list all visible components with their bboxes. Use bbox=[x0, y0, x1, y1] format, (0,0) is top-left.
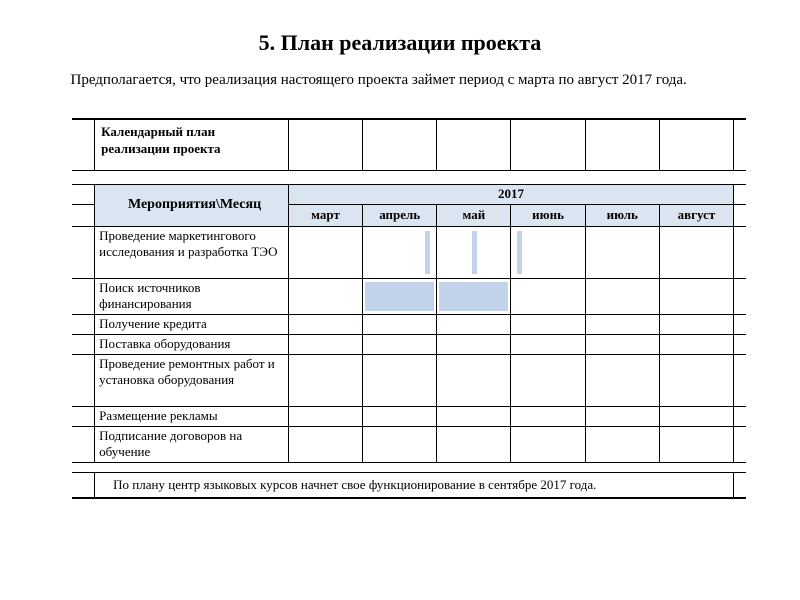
activity-label: Поставка оборудования bbox=[95, 334, 289, 354]
gantt-cell bbox=[288, 406, 362, 426]
gantt-cell bbox=[659, 354, 733, 406]
activity-label: Получение кредита bbox=[95, 314, 289, 334]
table-row: Проведение ремонтных работ и установка о… bbox=[72, 354, 746, 406]
gantt-cell bbox=[363, 334, 437, 354]
page-title: 5. План реализации проекта bbox=[48, 30, 752, 56]
month-header: март bbox=[288, 204, 362, 226]
gantt-cell bbox=[363, 314, 437, 334]
month-header: август bbox=[659, 204, 733, 226]
gantt-cell bbox=[288, 334, 362, 354]
month-header: май bbox=[437, 204, 511, 226]
gantt-bar bbox=[365, 282, 434, 311]
gantt-cell bbox=[511, 314, 585, 334]
gantt-bar bbox=[517, 231, 522, 274]
gantt-cell bbox=[659, 278, 733, 314]
month-header: апрель bbox=[363, 204, 437, 226]
gantt-cell bbox=[659, 314, 733, 334]
table-row: Подписание договоров на обучение bbox=[72, 426, 746, 462]
gantt-cell bbox=[585, 426, 659, 462]
gantt-cell bbox=[511, 426, 585, 462]
gantt-cell bbox=[585, 278, 659, 314]
gantt-cell bbox=[659, 426, 733, 462]
gantt-table: Календарный план реализации проекта Меро… bbox=[72, 118, 746, 499]
gantt-cell bbox=[437, 314, 511, 334]
gantt-cell bbox=[288, 278, 362, 314]
gantt-cell bbox=[585, 334, 659, 354]
gantt-cell bbox=[585, 226, 659, 278]
gantt-cell bbox=[511, 354, 585, 406]
gantt-cell bbox=[288, 354, 362, 406]
gantt-cell bbox=[585, 406, 659, 426]
activity-label: Проведение маркетингового исследования и… bbox=[95, 226, 289, 278]
table-row: Поставка оборудования bbox=[72, 334, 746, 354]
table-row: Размещение рекламы bbox=[72, 406, 746, 426]
gantt-cell bbox=[511, 406, 585, 426]
month-header: июнь bbox=[511, 204, 585, 226]
gantt-cell bbox=[363, 226, 437, 278]
gantt-cell bbox=[437, 334, 511, 354]
gantt-cell bbox=[288, 226, 362, 278]
gantt-cell bbox=[659, 334, 733, 354]
gantt-cell bbox=[363, 406, 437, 426]
gantt-cell bbox=[437, 226, 511, 278]
gantt-cell bbox=[437, 426, 511, 462]
activity-label: Поиск источников финансирования bbox=[95, 278, 289, 314]
gantt-cell bbox=[659, 226, 733, 278]
gantt-cell bbox=[288, 426, 362, 462]
table-footnote: По плану центр языковых курсов начнет св… bbox=[95, 472, 734, 497]
gantt-bar bbox=[425, 231, 430, 274]
gantt-cell bbox=[363, 278, 437, 314]
gantt-cell bbox=[363, 426, 437, 462]
gantt-cell bbox=[511, 334, 585, 354]
intro-text: Предполагается, что реализация настоящег… bbox=[48, 70, 752, 90]
activity-label: Размещение рекламы bbox=[95, 406, 289, 426]
month-header: июль bbox=[585, 204, 659, 226]
activity-label: Проведение ремонтных работ и установка о… bbox=[95, 354, 289, 406]
activity-header: Мероприятия\Месяц bbox=[95, 184, 289, 226]
gantt-cell bbox=[511, 226, 585, 278]
table-row: Получение кредита bbox=[72, 314, 746, 334]
table-row: Проведение маркетингового исследования и… bbox=[72, 226, 746, 278]
gantt-cell bbox=[437, 278, 511, 314]
gantt-cell bbox=[659, 406, 733, 426]
gantt-cell bbox=[585, 354, 659, 406]
table-row: Поиск источников финансирования bbox=[72, 278, 746, 314]
gantt-cell bbox=[288, 314, 362, 334]
gantt-cell bbox=[437, 406, 511, 426]
year-header: 2017 bbox=[288, 184, 733, 204]
table-caption: Календарный план реализации проекта bbox=[95, 120, 289, 170]
activity-label: Подписание договоров на обучение bbox=[95, 426, 289, 462]
gantt-cell bbox=[511, 278, 585, 314]
gantt-cell bbox=[437, 354, 511, 406]
gantt-bar bbox=[472, 231, 477, 274]
gantt-bar bbox=[439, 282, 508, 311]
gantt-cell bbox=[585, 314, 659, 334]
gantt-cell bbox=[363, 354, 437, 406]
